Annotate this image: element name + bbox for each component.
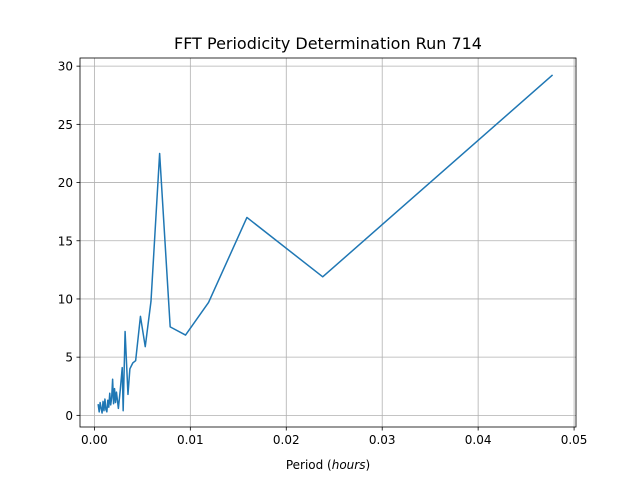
series-line (97, 74, 554, 414)
x-axis-label-unit: hours (332, 458, 366, 472)
x-axis-label-prefix: Period ( (286, 458, 332, 472)
x-axis-label-suffix: ) (365, 458, 370, 472)
chart-title: FFT Periodicity Determination Run 714 (174, 34, 482, 53)
y-tick-label: 0 (65, 409, 73, 423)
x-axis-ticks: 0.00 0.01 0.02 0.03 0.04 0.05 (81, 427, 587, 447)
y-tick-label: 25 (58, 118, 73, 132)
x-tick-label: 0.00 (81, 433, 108, 447)
series-layer (97, 74, 554, 414)
x-tick-label: 0.05 (561, 433, 588, 447)
y-tick-label: 5 (65, 351, 73, 365)
y-tick-label: 30 (58, 60, 73, 74)
x-tick-label: 0.01 (177, 433, 204, 447)
y-tick-label: 10 (58, 292, 73, 306)
plot-frame (79, 57, 577, 428)
x-tick-label: 0.02 (273, 433, 300, 447)
y-tick-label: 20 (58, 176, 73, 190)
x-tick-label: 0.03 (369, 433, 396, 447)
grid (80, 58, 576, 427)
x-tick-label: 0.04 (465, 433, 492, 447)
y-axis-ticks: 0 5 10 15 20 25 30 (58, 60, 80, 423)
x-axis-label: Period (hours) (286, 458, 370, 472)
y-tick-label: 15 (58, 234, 73, 248)
